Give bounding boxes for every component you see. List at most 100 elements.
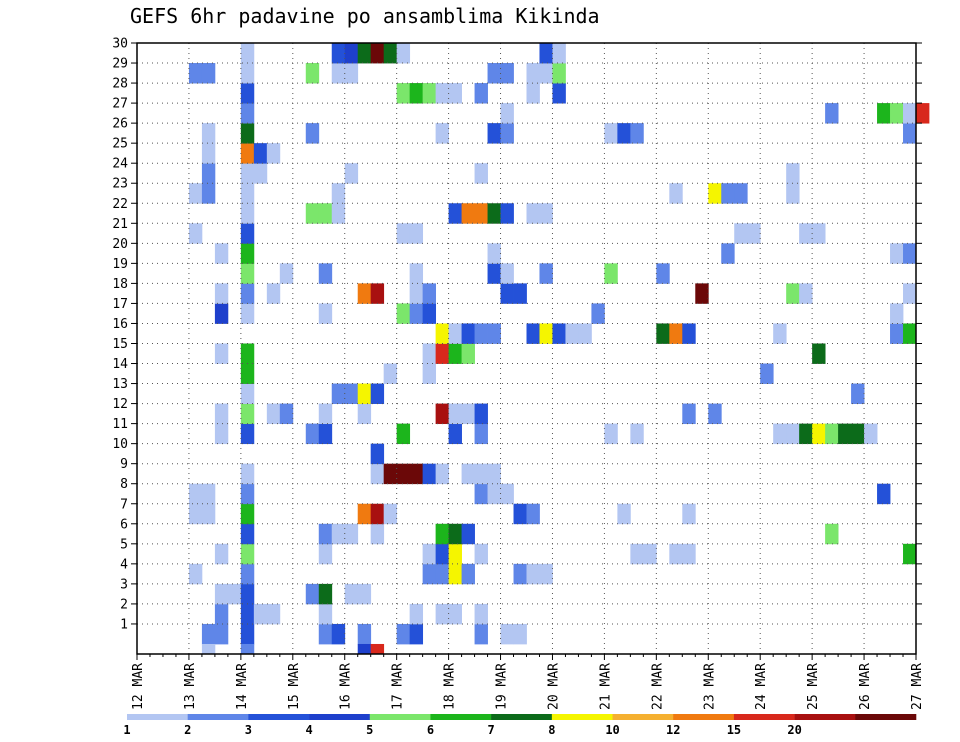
- heatmap-cell: [240, 643, 255, 655]
- heatmap-cell: [812, 423, 826, 445]
- heatmap-cell: [383, 503, 398, 525]
- heatmap-cell: [474, 203, 488, 224]
- y-tick-label: 9: [120, 457, 128, 472]
- heatmap-cell: [682, 323, 696, 344]
- heatmap-cell: [500, 123, 514, 144]
- y-tick-label: 3: [120, 577, 128, 592]
- heatmap-cell: [370, 383, 385, 404]
- x-tick-label: 25 MAR: [806, 663, 821, 710]
- heatmap-cell: [422, 343, 437, 364]
- heatmap-cell: [240, 263, 255, 284]
- y-tick-label: 26: [112, 117, 128, 132]
- heatmap-cell: [318, 523, 333, 545]
- heatmap-cell: [201, 503, 216, 525]
- heatmap-cell: [903, 103, 917, 124]
- heatmap-cell: [474, 483, 488, 505]
- heatmap-cell: [903, 323, 917, 344]
- heatmap-cell: [370, 523, 385, 545]
- heatmap-cell: [513, 283, 527, 304]
- heatmap-cell: [656, 323, 670, 344]
- heatmap-cell: [318, 263, 333, 284]
- heatmap-cell: [370, 43, 385, 64]
- heatmap-cell: [708, 183, 722, 204]
- heatmap-cell: [409, 463, 424, 485]
- colorbar-label: 3: [245, 723, 252, 737]
- heatmap-cell: [422, 283, 437, 304]
- colorbar-swatch: [491, 714, 553, 720]
- heatmap-cell: [461, 203, 475, 224]
- heatmap-cell: [461, 463, 475, 485]
- heatmap-cell: [409, 623, 424, 645]
- heatmap-cell: [604, 123, 618, 144]
- heatmap-cell: [604, 263, 618, 284]
- heatmap-cell: [240, 303, 255, 324]
- y-tick-label: 8: [120, 477, 128, 492]
- heatmap-cell: [500, 103, 514, 124]
- heatmap-cell: [253, 143, 268, 164]
- heatmap-cell: [669, 323, 683, 344]
- heatmap-cell: [500, 623, 514, 645]
- heatmap-cell: [461, 523, 475, 545]
- heatmap-cell: [500, 283, 514, 304]
- heatmap-cell: [435, 403, 449, 425]
- heatmap-cell: [201, 163, 216, 184]
- heatmap-cell: [552, 43, 566, 64]
- heatmap-cell: [461, 323, 475, 344]
- heatmap-cell: [201, 623, 216, 645]
- heatmap-cell: [812, 223, 826, 244]
- y-axis: 1234567891011121314151617181920212223242…: [112, 37, 922, 632]
- heatmap-cell: [383, 43, 398, 64]
- colorbar-label: 5: [366, 723, 373, 737]
- heatmap-cell: [370, 643, 385, 655]
- heatmap-cell: [487, 263, 501, 284]
- heatmap-cell: [266, 403, 281, 425]
- heatmap-cell: [383, 463, 398, 485]
- heatmap-cell: [201, 123, 216, 144]
- heatmap-cell: [825, 103, 839, 124]
- heatmap-cell: [513, 563, 527, 585]
- heatmap-cell: [396, 423, 411, 445]
- heatmap-cell: [630, 423, 644, 445]
- heatmap-cell: [357, 583, 372, 605]
- heatmap-cell: [656, 263, 670, 284]
- heatmap-cell: [344, 63, 359, 84]
- heatmap-cell: [331, 523, 346, 545]
- heatmap-cell: [188, 503, 203, 525]
- heatmap-cell: [318, 303, 333, 324]
- heatmap-cell: [903, 543, 917, 565]
- heatmap-cell: [214, 243, 229, 264]
- heatmap-cell: [214, 623, 229, 645]
- heatmap-cell: [318, 583, 333, 605]
- heatmap-cell: [487, 63, 501, 84]
- heatmap-cell: [526, 323, 540, 344]
- y-tick-label: 18: [112, 277, 128, 292]
- colorbar-label: 10: [605, 723, 619, 737]
- heatmap-cell: [539, 263, 553, 284]
- heatmap-cell: [474, 163, 488, 184]
- heatmap-cell: [786, 183, 800, 204]
- heatmap-cell: [396, 43, 411, 64]
- heatmap-cell: [435, 123, 449, 144]
- heatmap-cell: [331, 623, 346, 645]
- heatmap-cell: [344, 383, 359, 404]
- heatmap-cell: [422, 563, 437, 585]
- heatmap-cell: [422, 303, 437, 324]
- heatmap-cell: [747, 223, 761, 244]
- heatmap-cell: [357, 383, 372, 404]
- heatmap-cell: [201, 143, 216, 164]
- heatmap-cell: [214, 583, 229, 605]
- heatmap-cell: [409, 223, 424, 244]
- heatmap-cell: [279, 403, 294, 425]
- heatmap-cell: [188, 563, 203, 585]
- heatmap-cell: [721, 243, 735, 264]
- heatmap-cell: [188, 63, 203, 84]
- heatmap-cell: [591, 303, 605, 324]
- x-tick-label: 18 MAR: [443, 663, 458, 710]
- y-tick-label: 10: [112, 437, 128, 452]
- heatmap-cell: [435, 463, 449, 485]
- heatmap-cell: [253, 603, 268, 625]
- heatmap-cell: [240, 223, 255, 244]
- heatmap-cell: [825, 423, 839, 445]
- heatmap-cell: [474, 623, 488, 645]
- heatmap-cell: [357, 643, 372, 655]
